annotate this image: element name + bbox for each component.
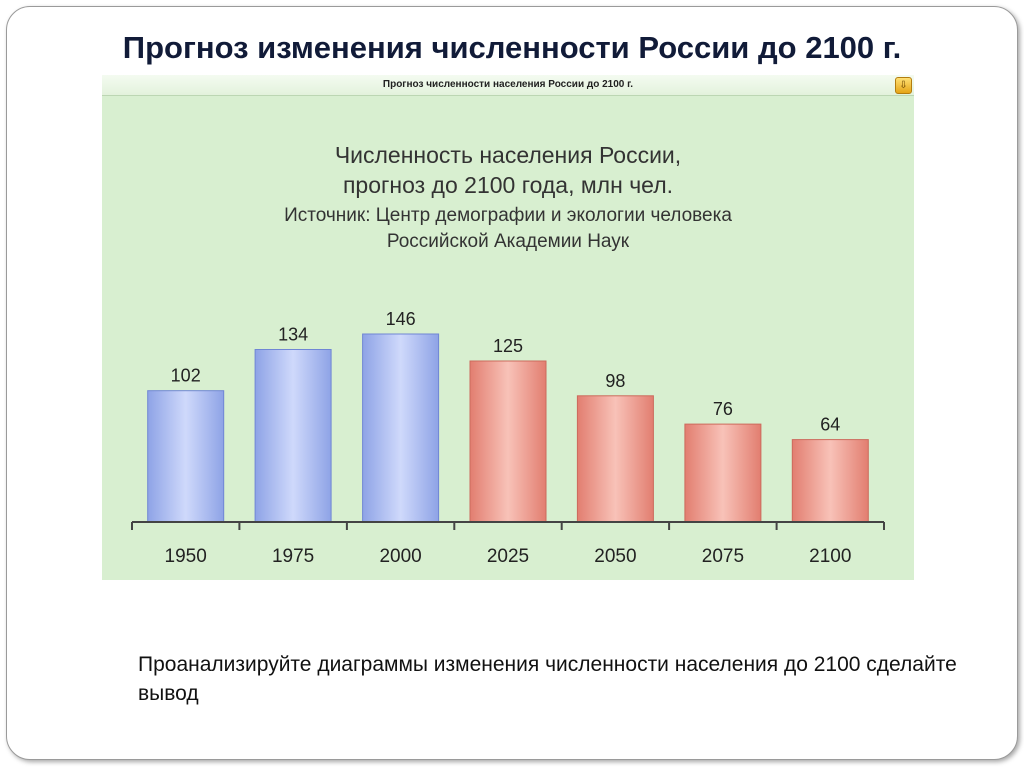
chart-subtitle-line-2: Российской Академии Наук [387, 231, 630, 252]
x-tick-label: 1950 [165, 546, 207, 567]
bar-2075 [684, 423, 762, 523]
panel-header: Прогноз численности населения России до … [102, 75, 914, 96]
bar-value-label: 64 [820, 415, 840, 435]
bar-2025 [469, 360, 547, 523]
export-icon[interactable]: ⇩ [895, 77, 912, 94]
slide-title: Прогноз изменения численности России до … [122, 30, 902, 65]
bar-2100 [791, 439, 869, 523]
chart-title: Численность населения России, прогноз до… [284, 142, 732, 252]
x-tick-label: 1975 [272, 546, 314, 567]
bar-2050 [576, 395, 654, 523]
bar-value-label: 98 [605, 371, 625, 391]
chart-panel: Прогноз численности населения России до … [102, 75, 914, 580]
chart-subtitle-line-1: Источник: Центр демографии и экологии че… [284, 205, 732, 226]
bar-2000 [362, 333, 440, 523]
bar-value-label: 125 [493, 336, 523, 356]
x-tick-label: 2025 [487, 546, 529, 567]
bar-value-label: 76 [713, 399, 733, 419]
chart-title-line-1: Численность населения России, [335, 142, 681, 168]
x-tick-label: 2000 [379, 546, 421, 567]
bar-value-label: 134 [278, 325, 308, 345]
chart-title-line-2: прогноз до 2100 года, млн чел. [343, 172, 673, 198]
bar-value-label: 102 [171, 366, 201, 386]
bar-1950 [147, 390, 225, 523]
panel-header-title: Прогноз численности населения России до … [382, 79, 634, 90]
bar-value-label: 146 [386, 309, 416, 329]
bar-chart: Численность населения России, прогноз до… [131, 142, 885, 567]
x-tick-label: 2050 [594, 546, 636, 567]
bar-1975 [254, 349, 332, 523]
x-tick-label: 2100 [809, 546, 851, 567]
task-instruction: Проанализируйте диаграммы изменения числ… [138, 653, 957, 705]
x-tick-label: 2075 [702, 546, 744, 567]
